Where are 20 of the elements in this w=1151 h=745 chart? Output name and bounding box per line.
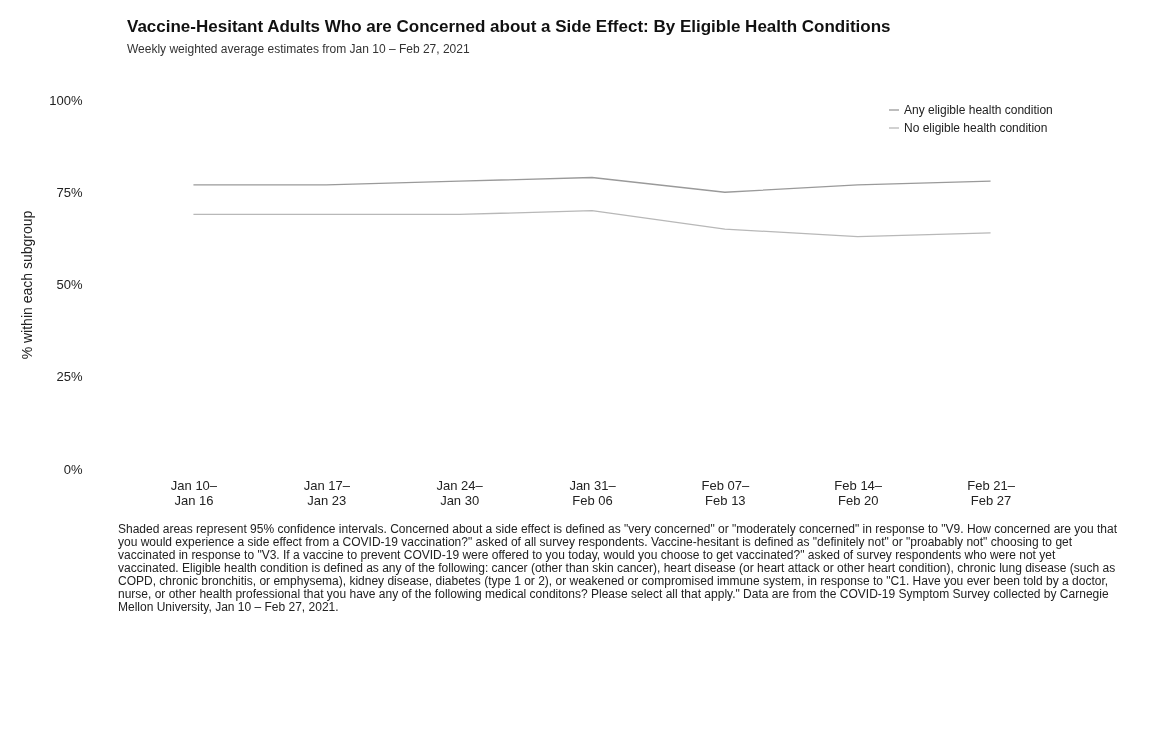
chart-subtitle: Weekly weighted average estimates from Jan 10 – Feb 27, 2021 bbox=[127, 42, 470, 56]
line-series bbox=[192, 176, 992, 193]
x-tick-label: Jan 17– Jan 23 bbox=[303, 477, 351, 508]
x-tick-label: Jan 24– Jan 30 bbox=[436, 477, 484, 508]
y-tick-label: 50% bbox=[56, 277, 83, 292]
y-tick-label: 100% bbox=[49, 92, 83, 108]
y-tick-label: 0% bbox=[63, 461, 83, 477]
x-tick-label: Jan 10– Jan 16 bbox=[170, 477, 218, 508]
text: Shaded areas represent 95% confidence intervals. Concerned about a side effect is defined as "very concerned" or "moderately concerned" in response to "V9. How concerned are you that you would experience a side effect from a COVID-19 vaccination?" asked of all survey respondents. Vaccine-hesitant is defined as "definitely not" or "proabably not" choosing to get vaccinated in response to "V3. If a vaccine to prevent COVID-19 were offered to you today, would you choose to get vaccinated?" asked of survey respondents who were not yet vaccinated. Eligible health condition is defined as any of the following: cancer (other than skin cancer), heart disease (or heart attack or other heart condition), chronic lung disease (such as COPD, chronic bronchitis, or emphysema), kidney disease, diabetes (type 1 or 2), or weakened or compromised immune system, in response to "C1. Have you ever been told by a doctor, nurse, or other health professional that you have any of the following medical conditons? Please select all that apply." Data are from the COVID-19 Symptom Survey collected by Carnegie Mellon University, Jan 10 – Feb 27, 2021. bbox=[118, 522, 1118, 614]
x-tick-label: Feb 14– Feb 20 bbox=[834, 477, 883, 508]
y-axis-title: % within each subgroup bbox=[19, 210, 36, 360]
y-tick-label: 75% bbox=[56, 184, 83, 200]
x-tick-label: Feb 21– Feb 27 bbox=[967, 477, 1016, 508]
legend-label: Any eligible health condition bbox=[904, 103, 1053, 117]
line-series bbox=[192, 210, 992, 238]
legend-label: No eligible health condition bbox=[904, 121, 1048, 135]
x-tick-label: Feb 07– Feb 13 bbox=[701, 477, 750, 508]
x-tick-label: Jan 31– Feb 06 bbox=[569, 477, 617, 508]
y-tick-label: 25% bbox=[56, 369, 83, 385]
chart-title: Vaccine-Hesitant Adults Who are Concerned about a Side Effect: By Eligible Health Conditions bbox=[127, 17, 891, 36]
